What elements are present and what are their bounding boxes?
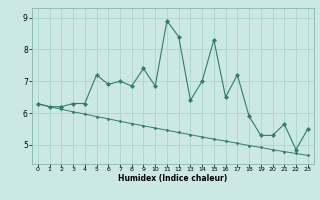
X-axis label: Humidex (Indice chaleur): Humidex (Indice chaleur) <box>118 174 228 183</box>
